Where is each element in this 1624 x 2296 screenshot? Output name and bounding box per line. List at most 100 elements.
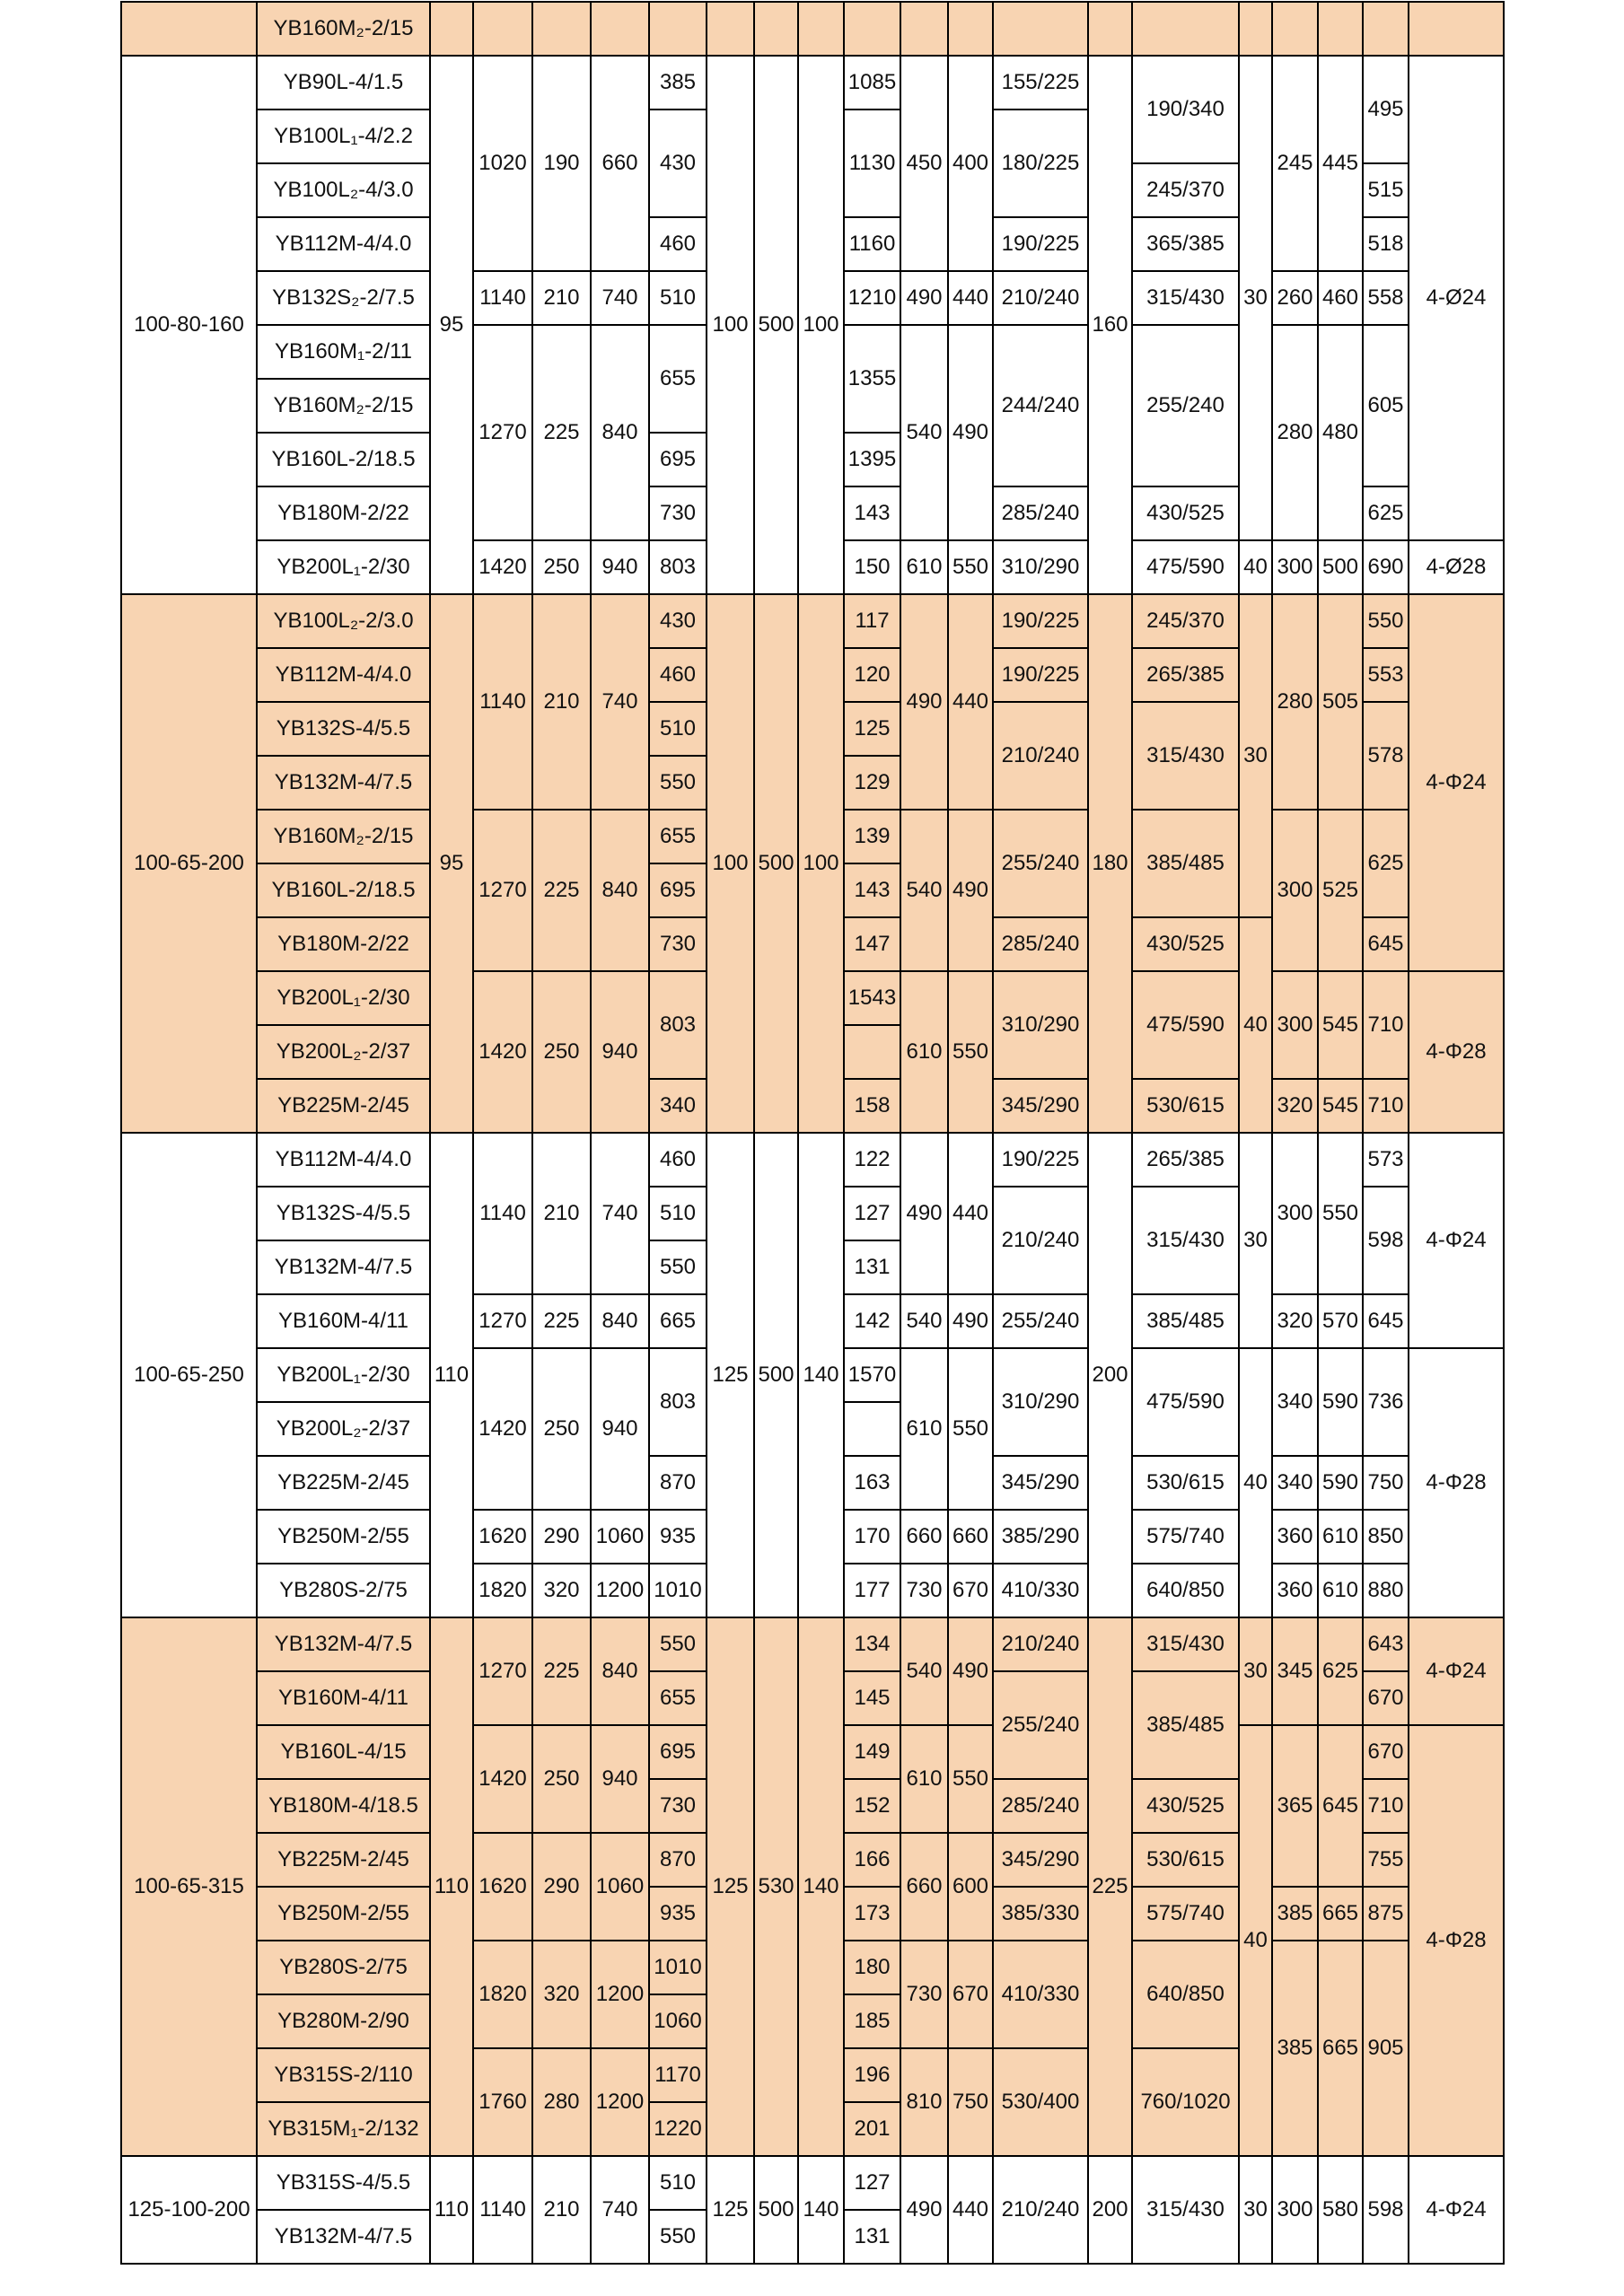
table-cell: YB225M-2/45: [256, 1832, 431, 1888]
table-cell: 540: [900, 1293, 949, 1349]
table-cell: 598: [1362, 2155, 1409, 2265]
table-cell: 1020: [472, 55, 533, 272]
table-row: YB180M-2/22 730 143 285/240 430/525 625: [121, 486, 1504, 541]
table-cell: 320: [531, 1940, 592, 2049]
table-cell: YB112M-4/4.0: [256, 647, 431, 703]
table-cell: 840: [590, 324, 650, 541]
table-cell: 125: [706, 1617, 755, 2157]
table-cell: 285/240: [992, 486, 1089, 541]
table-cell: 1355: [843, 324, 901, 434]
table-row: YB160M₂-2/15: [121, 378, 1504, 434]
table-cell: 490: [900, 593, 949, 811]
table-cell: 280: [531, 2047, 592, 2157]
table-row: YB160M₁-2/11 1270 225 840 655 1355 540 490 244/2…: [121, 324, 1504, 541]
table-cell: [120, 1, 258, 57]
table-cell: 430: [648, 109, 707, 218]
table-row: YB200L₁-2/30 1420 250 940 803 1543 610 550 310/2…: [121, 970, 1505, 1134]
table-cell: 1270: [472, 809, 533, 972]
table-cell: 360: [1271, 1563, 1319, 1618]
table-cell: 610: [900, 1347, 949, 1511]
table-row: YB132S-4/5.5 510 127 210/240 315/430 598: [121, 1186, 1504, 1295]
table-cell: 605: [1362, 324, 1409, 487]
table-cell: 755: [1362, 1832, 1409, 1888]
table-cell: 340: [1271, 1347, 1319, 1457]
table-cell: YB280M-2/90: [256, 1994, 431, 2049]
table-cell: 736: [1362, 1347, 1409, 1457]
table-cell: 1140: [472, 1132, 533, 1295]
table-row: YB280S-2/75 1820 320 1200 1010 177 730 670 410/3…: [121, 1563, 1504, 1618]
table-cell: 1060: [648, 1994, 707, 2049]
table-cell: 760/1020: [1131, 2047, 1240, 2157]
table-cell: 122: [843, 1132, 901, 1187]
table-cell: 310/290: [992, 1347, 1089, 1457]
table-cell: 870: [648, 1455, 707, 1511]
table-cell: 515: [1362, 162, 1409, 218]
table-cell: 710: [1362, 970, 1409, 1080]
table-cell: 345/290: [992, 1078, 1089, 1134]
table-cell: YB200L₂-2/37: [256, 1024, 431, 1080]
table-cell: 1620: [472, 1509, 533, 1564]
table-cell: 4-Φ24: [1408, 593, 1505, 972]
table-cell: 250: [531, 1347, 592, 1511]
table-cell: 4-Φ24: [1408, 2155, 1505, 2265]
table-cell: 290: [531, 1509, 592, 1564]
table-cell: [843, 1, 901, 57]
table-cell: YB112M-4/4.0: [256, 1132, 431, 1187]
table-cell: 655: [648, 324, 707, 434]
table-cell: 880: [1362, 1563, 1409, 1618]
table-cell: YB160M₂-2/15: [256, 378, 431, 434]
table-cell: 530/615: [1131, 1832, 1240, 1888]
table-cell: 1420: [472, 970, 533, 1134]
table-cell: 510: [648, 1186, 707, 1241]
table-row: 100-65-315 YB132M-4/7.5 110 1270 225 840 550 12…: [120, 1617, 1505, 2157]
table-cell: 145: [843, 1670, 901, 1726]
table-cell: 410/330: [992, 1563, 1089, 1618]
table-cell: 30: [1238, 593, 1273, 918]
table-cell: 250: [531, 1724, 592, 1834]
table-cell: 450: [900, 55, 949, 272]
table-cell: 300: [1271, 809, 1319, 972]
table-cell: 385/485: [1131, 1293, 1240, 1349]
table-cell: 210: [531, 270, 592, 326]
table-row: 100-65-250 YB112M-4/4.0 110 1140 210 740 460 12…: [120, 1132, 1505, 1618]
table-cell: 940: [590, 970, 650, 1134]
table-cell: 460: [1317, 270, 1364, 326]
table-cell: 570: [1317, 1293, 1364, 1349]
table-cell: 125: [706, 1132, 755, 1618]
table-cell: 280: [1271, 324, 1319, 541]
table-cell: 173: [843, 1886, 901, 1941]
table-cell: 100-65-315: [120, 1617, 258, 2157]
table-cell: 440: [947, 270, 994, 326]
table-cell: 710: [1362, 1778, 1409, 1834]
table-cell: 1270: [472, 1293, 533, 1349]
table-cell: 4-Φ28: [1408, 1347, 1505, 1618]
table-cell: 320: [531, 1563, 592, 1618]
table-cell: 110: [429, 2155, 474, 2265]
table-cell: 1620: [472, 1832, 533, 1941]
table-cell: 550: [947, 1347, 994, 1511]
table-cell: 695: [648, 432, 707, 487]
table-cell: [1131, 1, 1240, 57]
table-cell: 550: [648, 755, 707, 811]
table-cell: 210/240: [992, 1617, 1089, 1672]
table-cell: 495: [1362, 55, 1409, 164]
table-cell: 1820: [472, 1940, 533, 2049]
table-cell: 625: [1362, 809, 1409, 918]
table-cell: 710: [1362, 1078, 1409, 1134]
table-cell: 1200: [590, 1563, 650, 1618]
table-cell: 300: [1271, 2155, 1319, 2265]
table-row: YB200L₁-2/30 1420 250 940 803 150 610 550 310/29…: [121, 539, 1505, 595]
table-cell: 95: [429, 593, 474, 1134]
table-cell: 530/615: [1131, 1455, 1240, 1511]
table-cell: 510: [648, 2155, 707, 2211]
table-cell: [1408, 1, 1505, 57]
table-row: YB160L-2/18.5 695 143: [121, 863, 1504, 918]
table-cell: 655: [648, 1670, 707, 1726]
table-cell: 610: [900, 970, 949, 1134]
table-cell: 505: [1317, 593, 1364, 811]
table-cell: 265/385: [1131, 1132, 1240, 1187]
table-cell: 100-80-160: [120, 55, 258, 595]
table-cell: 500: [753, 593, 799, 1134]
table-cell: 400: [947, 55, 994, 272]
table-cell: YB100L₂-4/3.0: [256, 162, 431, 218]
